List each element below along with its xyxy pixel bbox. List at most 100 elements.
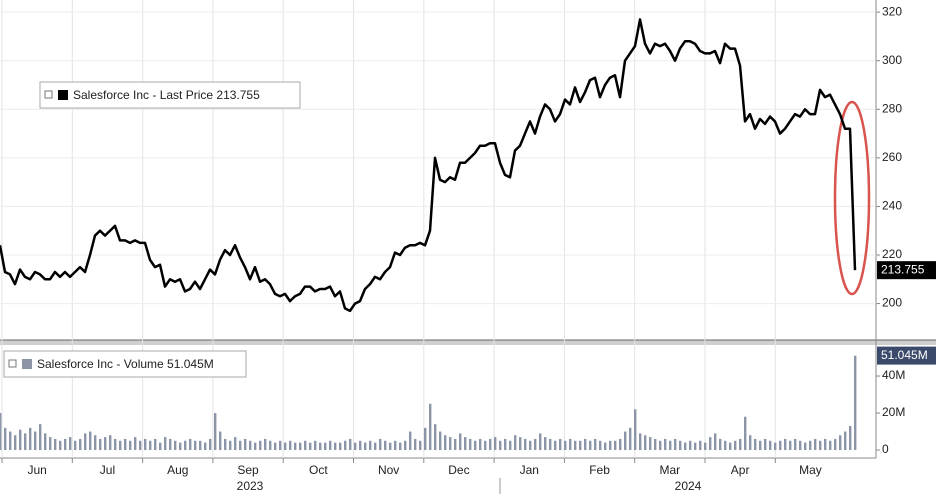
volume-bar — [839, 435, 842, 451]
volume-bar — [309, 442, 312, 451]
volume-bar — [254, 442, 257, 451]
volume-bar — [599, 440, 602, 451]
x-tick-label: Nov — [378, 463, 399, 477]
volume-bar — [269, 440, 272, 451]
volume-bar — [24, 433, 27, 451]
volume-bar — [139, 440, 142, 451]
volume-bar — [789, 440, 792, 451]
volume-bar — [314, 440, 317, 451]
volume-bar — [694, 442, 697, 451]
volume-bar — [134, 437, 137, 451]
year-label: 2023 — [237, 479, 264, 493]
volume-bar — [279, 440, 282, 451]
volume-bar — [214, 413, 217, 451]
volume-bar — [159, 442, 162, 451]
volume-bar — [819, 440, 822, 451]
volume-bar — [529, 440, 532, 451]
volume-bar — [639, 433, 642, 451]
volume-bar — [579, 440, 582, 451]
legend-box — [3, 350, 247, 378]
last-price-tag — [877, 261, 936, 280]
volume-bar — [289, 440, 292, 451]
volume-bar — [824, 438, 827, 451]
volume-bar — [319, 442, 322, 451]
volume-bar — [149, 440, 152, 451]
legend-toggle — [8, 359, 17, 368]
volume-bar — [424, 427, 427, 451]
volume-bar — [664, 438, 667, 451]
volume-bar — [679, 440, 682, 451]
volume-bar — [509, 440, 512, 451]
volume-bar — [584, 438, 587, 451]
volume-bar — [394, 440, 397, 451]
volume-bar — [229, 440, 232, 451]
volume-bar — [434, 424, 437, 451]
volume-bar — [209, 438, 212, 451]
volume-bar — [779, 440, 782, 451]
volume-bar — [724, 440, 727, 451]
y-tick-label: 320 — [882, 4, 902, 18]
volume-bar — [164, 437, 167, 451]
volume-bar — [469, 438, 472, 451]
volume-bar — [399, 442, 402, 451]
volume-bar — [784, 438, 787, 451]
volume-bar — [659, 440, 662, 451]
volume-bar — [14, 435, 17, 451]
x-tick-label: Mar — [660, 463, 681, 477]
volume-bar — [124, 438, 127, 451]
price-line — [0, 18, 857, 313]
panel-separator — [0, 340, 936, 345]
volume-bar — [634, 409, 637, 451]
legend-swatch — [58, 90, 68, 100]
volume-bar — [499, 440, 502, 451]
volume-bar — [274, 442, 277, 451]
volume-bar — [219, 431, 222, 451]
volume-bar — [114, 438, 117, 451]
volume-bar — [794, 438, 797, 451]
volume-bar — [569, 438, 572, 451]
volume-bar — [689, 440, 692, 451]
volume-bar — [734, 440, 737, 451]
y-tick-label: 20M — [882, 405, 905, 419]
volume-bar — [699, 440, 702, 451]
volume-bar — [224, 438, 227, 451]
volume-bar — [144, 438, 147, 451]
volume-bar — [79, 438, 82, 451]
y-tick-label: 240 — [882, 199, 902, 213]
x-tick-label: Jan — [520, 463, 539, 477]
volume-bar — [559, 438, 562, 451]
volume-bar — [299, 442, 302, 451]
x-tick-label: Sep — [237, 463, 259, 477]
volume-bar — [594, 438, 597, 451]
volume-bar — [264, 438, 267, 451]
volume-bar — [0, 413, 2, 451]
volume-bar — [719, 438, 722, 451]
legend-text: Salesforce Inc - Volume 51.045M — [37, 357, 214, 371]
volume-bar — [714, 433, 717, 451]
x-tick-label: Oct — [309, 463, 328, 477]
volume-bar — [374, 442, 377, 451]
x-tick-label: May — [799, 463, 822, 477]
volume-bar — [454, 438, 457, 451]
volume-bar — [539, 433, 542, 451]
volume-bar — [179, 442, 182, 451]
highlight-ellipse — [833, 100, 871, 296]
volume-bar — [519, 437, 522, 451]
y-tick-label: 280 — [882, 101, 902, 115]
legend-text: Salesforce Inc - Last Price 213.755 — [73, 88, 260, 102]
volume-bar — [404, 440, 407, 451]
volume-bar — [644, 435, 647, 451]
volume-bar — [64, 438, 67, 451]
volume-bar — [154, 438, 157, 451]
volume-bar — [844, 431, 847, 451]
volume-bar — [654, 438, 657, 451]
volume-bar — [744, 416, 747, 451]
volume-bar — [544, 437, 547, 451]
x-tick-label: Jun — [27, 463, 46, 477]
last-volume-tag — [877, 346, 936, 365]
volume-bar — [799, 440, 802, 451]
volume-bar — [89, 431, 92, 451]
volume-bar — [284, 442, 287, 451]
volume-bar — [234, 437, 237, 451]
